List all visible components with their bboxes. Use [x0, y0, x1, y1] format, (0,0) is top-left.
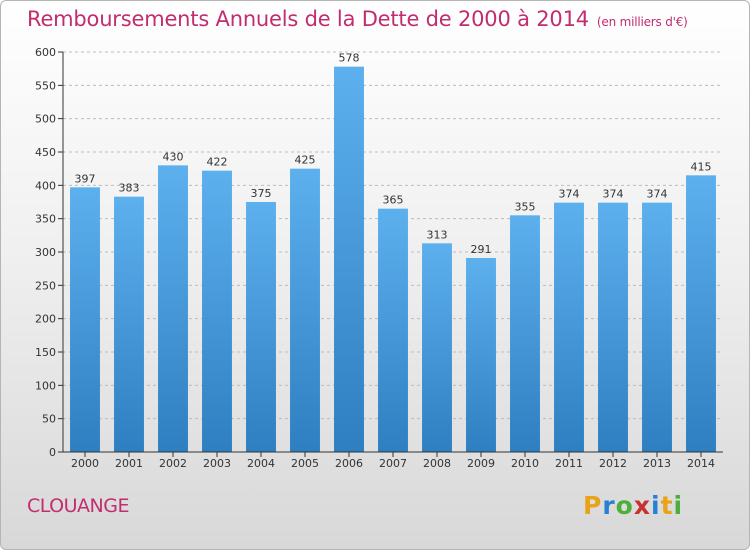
bar-2010 — [510, 215, 540, 452]
y-tick-label: 550 — [35, 79, 56, 92]
x-tick-label-2001: 2001 — [115, 457, 143, 470]
bars: 397 383 430 422 375 425 578 365 313 291 355 374 374 3… — [70, 52, 716, 453]
value-label-2004: 375 — [251, 187, 272, 200]
bar-2014 — [686, 175, 716, 453]
bar-2002 — [158, 165, 188, 453]
x-tick-label-2011: 2011 — [555, 457, 583, 470]
bar-2009 — [466, 258, 496, 452]
bar-2005 — [290, 168, 320, 452]
logo-letter: o — [615, 491, 634, 520]
x-tick-label-2000: 2000 — [71, 457, 99, 470]
chart-title: Remboursements Annuels de la Dette de 20… — [27, 7, 688, 31]
bar-2013 — [642, 202, 672, 452]
value-label-2002: 430 — [163, 150, 184, 163]
y-axis: 0 50 100 150 200 250 300 350 400 450 500 550 600 — [35, 46, 64, 459]
bar-2008 — [422, 243, 452, 452]
value-label-2000: 397 — [75, 172, 96, 185]
x-tick-label-2009: 2009 — [467, 457, 495, 470]
y-tick-label: 300 — [35, 246, 56, 259]
value-label-2013: 374 — [647, 188, 668, 201]
y-tick-label: 50 — [42, 413, 56, 426]
chart-subtitle: (en milliers d'€) — [596, 15, 688, 29]
bar-2011 — [554, 202, 584, 452]
bar-2012 — [598, 202, 628, 452]
bar-2001 — [114, 196, 144, 452]
y-tick-label: 450 — [35, 146, 56, 159]
proxiti-logo: Proxiti — [583, 491, 683, 520]
x-tick-label-2005: 2005 — [291, 457, 319, 470]
bar-2004 — [246, 202, 276, 452]
x-tick-label-2014: 2014 — [687, 457, 715, 470]
bar-2006 — [334, 66, 364, 453]
x-tick-label-2013: 2013 — [643, 457, 671, 470]
x-tick-label-2003: 2003 — [203, 457, 231, 470]
value-label-2003: 422 — [207, 156, 228, 169]
x-tick-label-2004: 2004 — [247, 457, 275, 470]
x-tick-label-2002: 2002 — [159, 457, 187, 470]
logo-letter: x — [633, 491, 651, 520]
value-label-2008: 313 — [427, 228, 448, 241]
value-label-2005: 425 — [295, 154, 316, 167]
y-tick-label: 100 — [35, 379, 56, 392]
logo-letter: t — [660, 491, 674, 520]
y-tick-label: 600 — [35, 46, 56, 59]
logo-letter: P — [583, 491, 603, 520]
y-tick-label: 500 — [35, 113, 56, 126]
bar-2007 — [378, 208, 408, 452]
y-tick-label: 350 — [35, 213, 56, 226]
x-axis: 2000 2001 2002 2003 2004 2005 2006 2007 2008 2009… — [63, 451, 723, 470]
logo-letter: i — [673, 491, 684, 520]
value-label-2007: 365 — [383, 194, 404, 207]
value-label-2009: 291 — [471, 243, 492, 256]
x-tick-label-2007: 2007 — [379, 457, 407, 470]
x-tick-label-2008: 2008 — [423, 457, 451, 470]
x-tick-label-2012: 2012 — [599, 457, 627, 470]
value-label-2010: 355 — [515, 200, 536, 213]
bar-chart: 0 50 100 150 200 250 300 350 400 450 500 550 600 397… — [35, 46, 723, 470]
y-tick-label: 150 — [35, 346, 56, 359]
value-label-2011: 374 — [559, 188, 580, 201]
bar-2003 — [202, 170, 232, 452]
city-name: CLOUANGE — [27, 495, 129, 517]
y-tick-label: 0 — [49, 446, 56, 459]
y-tick-label: 200 — [35, 313, 56, 326]
x-tick-label-2006: 2006 — [335, 457, 363, 470]
x-tick-label-2010: 2010 — [511, 457, 539, 470]
y-tick-label: 250 — [35, 279, 56, 292]
logo-letter: i — [651, 491, 661, 520]
bar-2000 — [70, 187, 100, 453]
value-label-2014: 415 — [691, 160, 712, 173]
value-label-2006: 578 — [339, 52, 360, 65]
y-tick-label: 400 — [35, 179, 56, 192]
value-label-2012: 374 — [603, 188, 624, 201]
logo-letter: r — [602, 491, 616, 520]
value-label-2001: 383 — [119, 182, 140, 195]
